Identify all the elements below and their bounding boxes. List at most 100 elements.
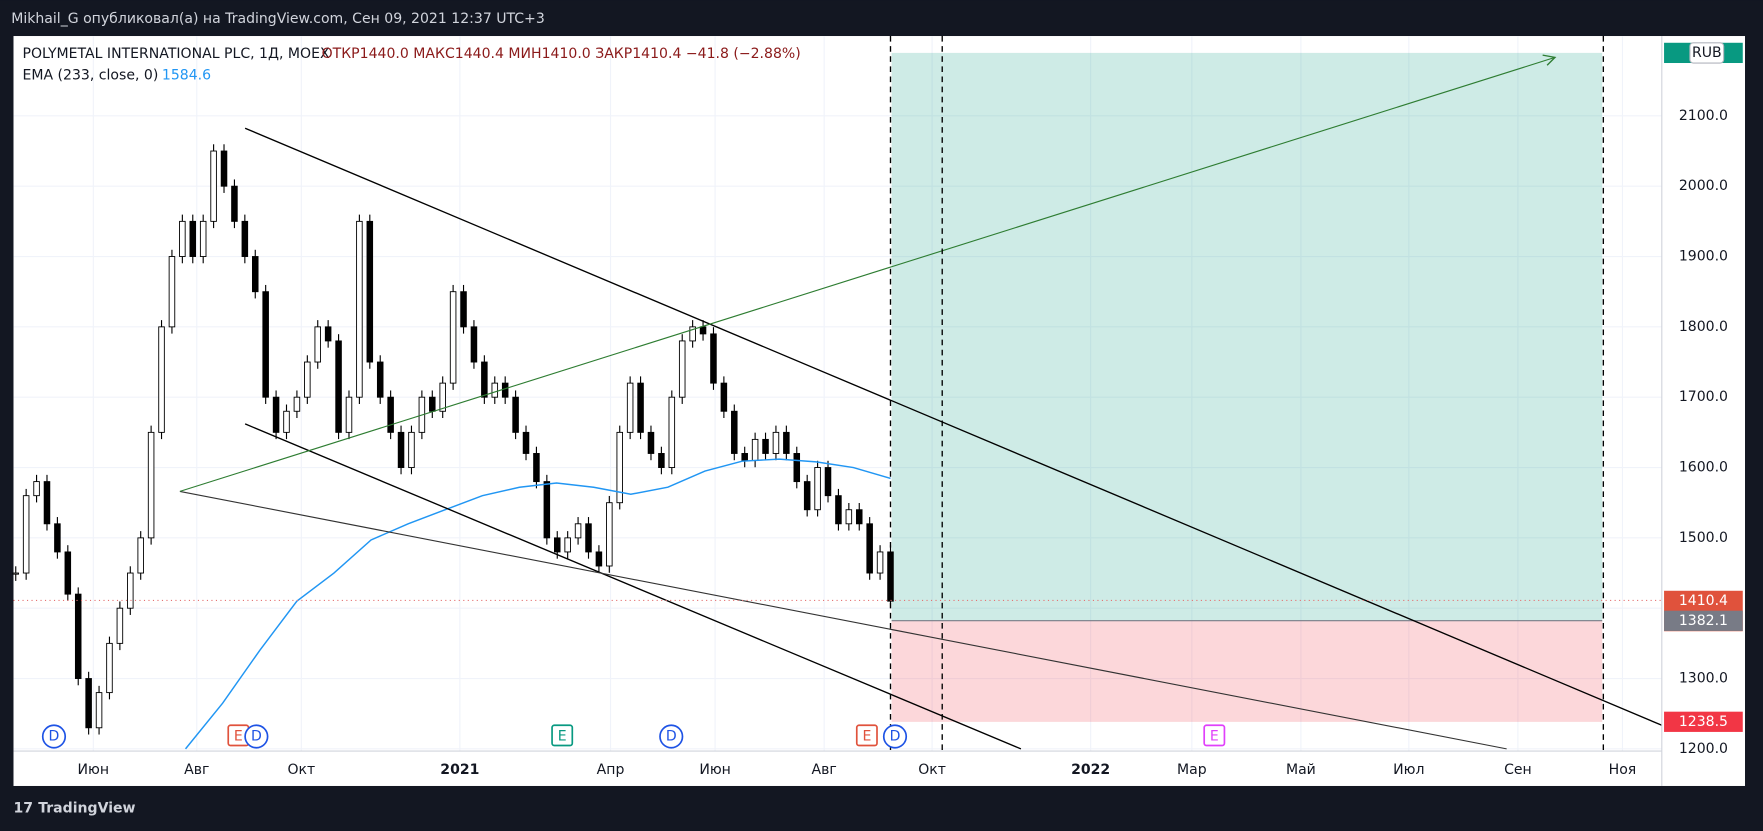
currency: RUB: [1692, 45, 1722, 61]
candle: [95, 692, 103, 729]
candle: [574, 523, 582, 539]
candle: [387, 396, 394, 433]
candle: [366, 220, 374, 363]
candle: [720, 382, 728, 412]
candle: [543, 481, 551, 539]
candle: [293, 396, 301, 412]
candle: [783, 431, 790, 454]
candle: [731, 410, 738, 454]
event-label: E: [862, 729, 871, 745]
candle: [564, 537, 571, 553]
candles: [12, 144, 894, 750]
candle: [699, 326, 707, 335]
candle: [116, 607, 124, 644]
candle: [314, 326, 322, 363]
candle: [85, 678, 92, 729]
candle: [824, 467, 832, 497]
candle: [668, 396, 676, 468]
x-tick-label: Июн: [78, 762, 110, 778]
price-badge-label: 1382.1: [1679, 613, 1728, 629]
candle: [106, 642, 113, 694]
candle: [22, 495, 30, 574]
x-tick-label: Мар: [1177, 762, 1207, 778]
x-tick-label: Сен: [1504, 762, 1532, 778]
loss-zone: [891, 620, 1603, 722]
candle: [33, 481, 40, 497]
candle: [324, 326, 332, 342]
x-tick-label: Авг: [812, 762, 837, 778]
x-tick-label: Апр: [597, 762, 625, 778]
event-label: E: [1210, 729, 1219, 745]
drawings: [179, 36, 1663, 754]
y-tick-label: 1500.0: [1679, 530, 1728, 546]
candle: [43, 481, 51, 525]
legend-ohlc: ОТКР1440.0 МАКС1440.4 МИН1410.0 ЗАКР1410…: [322, 46, 801, 62]
event-marker: [659, 724, 684, 749]
candle: [741, 453, 748, 461]
x-tick-label: Окт: [287, 762, 315, 778]
ema-line: [184, 458, 891, 750]
candle: [241, 220, 249, 257]
candle: [335, 340, 342, 433]
chart-area: [13, 36, 1746, 786]
candle: [845, 509, 853, 525]
candle: [64, 551, 72, 595]
candle: [637, 382, 644, 433]
candle: [658, 453, 665, 468]
candle: [54, 523, 61, 553]
x-tick-label: 2021: [440, 762, 479, 778]
candle: [460, 291, 467, 328]
price-badge: [1664, 711, 1743, 732]
candle: [710, 333, 717, 384]
x-tick-label: Июл: [1393, 762, 1424, 778]
x-tick-label: 2022: [1071, 762, 1110, 778]
candle: [283, 410, 290, 433]
candle: [449, 291, 457, 384]
y-tick-label: 1200.0: [1679, 741, 1728, 757]
candle: [376, 361, 384, 398]
x-tick-label: Ноя: [1609, 762, 1637, 778]
event-marker: [855, 724, 878, 747]
y-tick-label: 1700.0: [1679, 389, 1728, 405]
brand: TradingView: [38, 800, 135, 816]
event-label: E: [558, 729, 567, 745]
arrow-line: [179, 56, 1556, 492]
event-marker: [1203, 724, 1226, 747]
y-tick-label: 1600.0: [1679, 460, 1728, 476]
candle: [855, 509, 863, 525]
legend-ema-value: 1584.6: [162, 67, 211, 83]
candle: [439, 382, 446, 412]
candle: [429, 396, 436, 412]
candle: [678, 340, 686, 398]
candle: [345, 396, 353, 433]
candle: [189, 220, 197, 257]
candle: [168, 256, 176, 328]
candle: [689, 326, 696, 342]
candle: [199, 220, 207, 257]
candle: [74, 593, 82, 679]
event-marker: [41, 724, 67, 749]
x-tick-label: Май: [1286, 762, 1316, 778]
candle: [158, 326, 165, 433]
candle: [251, 256, 259, 293]
y-tick-label: 1800.0: [1679, 319, 1728, 335]
candle: [262, 291, 269, 398]
candle: [220, 150, 228, 187]
candle: [501, 382, 509, 398]
candle: [751, 438, 759, 461]
candle: [512, 396, 519, 433]
y-tick-label: 2000.0: [1679, 178, 1728, 194]
candle: [304, 361, 311, 398]
x-tick-label: Авг: [184, 762, 209, 778]
candle: [491, 382, 499, 398]
grid: [13, 36, 1662, 752]
x-tick-label: Июн: [699, 762, 731, 778]
y-tick-label: 1300.0: [1679, 671, 1728, 687]
overlay: 1200.01300.01400.01500.01600.01700.01800…: [41, 42, 1743, 778]
event-marker: [244, 724, 269, 749]
event-label: D: [49, 729, 60, 745]
header: Mikhail_G опубликовал(а) на TradingView.…: [11, 11, 545, 27]
candle: [272, 396, 280, 433]
candle: [793, 453, 801, 483]
